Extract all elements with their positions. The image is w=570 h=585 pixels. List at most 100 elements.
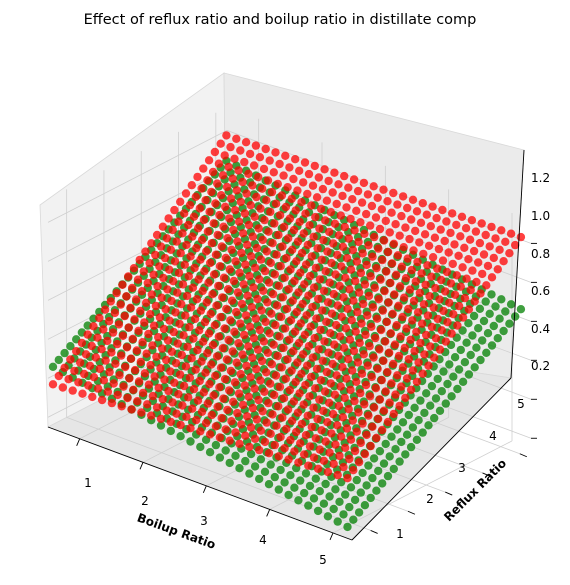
data-point (133, 397, 142, 406)
data-point (321, 267, 330, 276)
data-point (193, 345, 202, 355)
data-point (389, 188, 398, 198)
data-point (466, 350, 475, 360)
data-point (409, 246, 418, 255)
data-point (143, 400, 152, 409)
data-point (215, 262, 225, 271)
data-point (309, 403, 318, 412)
data-point (369, 403, 379, 412)
data-point (422, 330, 431, 340)
data-point (460, 243, 469, 252)
x-tick-label: 4 (259, 533, 267, 547)
data-point (426, 342, 435, 351)
data-point (379, 459, 389, 468)
data-point (186, 252, 195, 261)
data-point (117, 351, 126, 360)
data-point (252, 243, 262, 253)
data-point (137, 408, 146, 417)
data-point (264, 278, 274, 287)
data-point (305, 271, 315, 281)
data-point (199, 337, 208, 346)
x-tick-label: 5 (319, 553, 327, 567)
data-point (218, 171, 228, 180)
z-axis-line (510, 149, 525, 379)
data-point (457, 212, 467, 221)
data-point (156, 242, 166, 251)
data-point (349, 346, 359, 356)
data-point (332, 371, 341, 380)
y-tick-label: 2 (426, 492, 434, 506)
data-point (210, 147, 220, 157)
data-point (228, 347, 237, 356)
data-point (68, 386, 77, 395)
data-point (258, 235, 267, 245)
data-point (383, 417, 393, 427)
data-point (415, 288, 424, 298)
data-point (118, 331, 128, 340)
data-point (219, 394, 228, 403)
data-point (453, 321, 462, 330)
data-point (173, 339, 182, 348)
data-point (291, 377, 300, 387)
data-point (348, 195, 357, 204)
data-point (74, 378, 83, 387)
data-point (315, 445, 324, 454)
data-point (158, 344, 167, 353)
data-point (456, 345, 465, 355)
data-point (180, 209, 189, 218)
data-point (406, 335, 415, 344)
data-point (147, 239, 156, 248)
data-point (470, 363, 479, 372)
data-point (385, 452, 394, 461)
data-point (280, 444, 289, 453)
data-point (325, 448, 334, 457)
data-point (398, 192, 408, 201)
grid-line (47, 169, 228, 262)
data-point (375, 345, 384, 354)
data-point (262, 418, 271, 427)
data-point (300, 280, 309, 289)
data-point (334, 231, 344, 240)
data-point (297, 419, 307, 429)
data-point (302, 311, 311, 320)
data-point (407, 265, 416, 275)
data-point (142, 349, 151, 358)
data-point (506, 229, 516, 238)
data-point (283, 355, 292, 364)
data-point (233, 288, 243, 297)
data-point (411, 226, 420, 236)
data-point (268, 410, 277, 419)
data-point (188, 404, 197, 413)
data-point (354, 408, 363, 417)
data-point (167, 296, 176, 306)
data-point (357, 198, 367, 207)
data-point (207, 410, 216, 420)
data-point (264, 227, 273, 236)
data-point (308, 181, 318, 190)
data-point (314, 345, 323, 354)
data-point (124, 323, 133, 332)
data-point (327, 429, 336, 438)
data-point (387, 432, 396, 441)
data-point (192, 295, 202, 304)
data-point (268, 239, 277, 248)
data-point (511, 312, 520, 321)
data-point (317, 426, 326, 435)
data-point (273, 179, 282, 189)
data-point (238, 350, 247, 359)
z-tick-label: 1.2 (531, 171, 550, 185)
data-point (464, 370, 474, 379)
data-point (505, 319, 514, 328)
x-tick-mark (202, 485, 207, 494)
data-point (327, 309, 337, 318)
data-point (462, 338, 471, 347)
data-point (221, 253, 230, 263)
data-point (442, 217, 451, 226)
data-point (213, 179, 222, 188)
data-point (203, 227, 213, 236)
data-point (304, 291, 313, 300)
data-point (226, 316, 235, 325)
data-point (380, 286, 389, 296)
data-point (436, 225, 445, 234)
data-point (248, 232, 258, 241)
